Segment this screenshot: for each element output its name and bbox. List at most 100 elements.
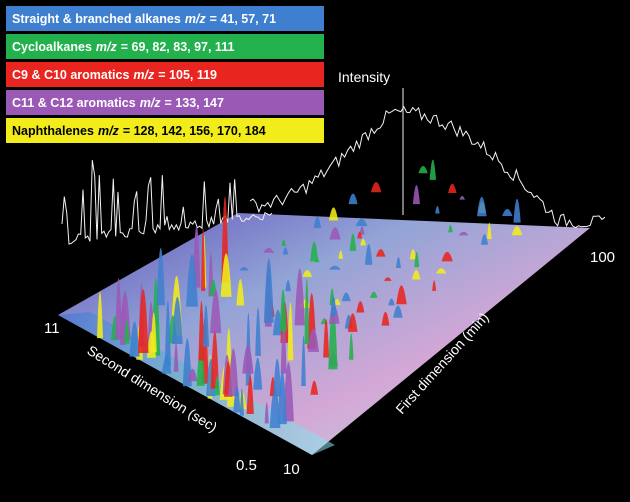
peak-33: [388, 298, 395, 306]
legend-naphthalenes-mz: m/z: [97, 123, 119, 138]
legend-cycloalkanes: Cycloalkanes m/z = 69, 82, 83, 97, 111: [6, 34, 324, 59]
peak-61: [214, 375, 220, 396]
peak-47: [210, 330, 219, 389]
peak-130: [263, 247, 275, 253]
peak-136: [220, 253, 232, 297]
peak-49: [313, 216, 322, 229]
legend-alkanes: Straight & branched alkanes m/z = 41, 57…: [6, 6, 324, 31]
legend-naphthalenes-values: = 128, 142, 156, 170, 184: [122, 123, 266, 138]
peak-118: [502, 208, 513, 216]
peak-68: [383, 277, 392, 281]
peak-115: [137, 289, 149, 354]
peak-74: [97, 291, 103, 339]
peak-95: [210, 289, 222, 334]
legend-naphthalenes: Naphthalenes m/z = 128, 142, 156, 170, 1…: [6, 118, 324, 143]
peak-106: [513, 198, 521, 223]
peak-114: [347, 313, 358, 332]
peak-48: [333, 298, 341, 306]
peak-132: [364, 244, 373, 265]
peak-75: [171, 296, 183, 344]
peak-38: [310, 380, 319, 395]
peak-135: [150, 312, 157, 353]
peak-42: [370, 182, 382, 193]
peak-93: [435, 205, 440, 214]
peak-25: [264, 402, 269, 424]
peak-67: [432, 280, 437, 291]
peak-71: [412, 185, 420, 205]
peak-107: [285, 280, 291, 292]
peak-41: [280, 320, 287, 374]
peak-82: [418, 165, 428, 174]
peak-90: [301, 335, 306, 387]
peak-124: [236, 279, 245, 306]
peak-105: [255, 307, 261, 356]
peak-13: [349, 233, 357, 251]
legend-c9-c10-name: C9 & C10 aromatics: [12, 67, 130, 82]
peak-83: [409, 249, 417, 260]
legend-c11-c12-mz: m/z: [139, 95, 161, 110]
peak-46: [448, 183, 457, 194]
peak-44: [242, 344, 254, 374]
peak-110: [281, 239, 286, 246]
peak-92: [348, 193, 358, 205]
legend-cycloalkanes-name: Cycloalkanes: [12, 39, 92, 54]
peak-127: [124, 320, 130, 344]
peak-97: [164, 300, 171, 368]
peak-121: [376, 249, 386, 257]
peak-133: [115, 278, 123, 340]
peak-22: [381, 311, 390, 326]
peak-52: [323, 319, 330, 358]
peak-69: [129, 321, 140, 357]
peak-24: [338, 250, 344, 259]
legend-alkanes-name: Straight & branched alkanes: [12, 11, 181, 26]
legend-c9-c10-aromatics: C9 & C10 aromatics m/z = 105, 119: [6, 62, 324, 87]
peak-36: [441, 251, 453, 262]
peak-84: [511, 226, 523, 236]
peak-122: [253, 357, 263, 390]
peak-57: [239, 267, 249, 271]
second-dimension-trace: [61, 160, 273, 245]
first-dimension-trace: [249, 105, 606, 229]
peak-85: [412, 269, 421, 280]
legend-c11-c12-values: = 133, 147: [164, 95, 224, 110]
peak-18: [282, 247, 289, 255]
peak-126: [310, 241, 319, 262]
peak-100: [263, 258, 274, 323]
peak-66: [357, 231, 363, 239]
peak-108: [294, 268, 305, 326]
peak-19: [269, 386, 281, 429]
peak-39: [480, 234, 489, 245]
legend-cycloalkanes-mz: m/z: [95, 39, 117, 54]
peak-34: [459, 195, 465, 200]
peak-112: [228, 348, 239, 397]
peak-77: [239, 388, 244, 416]
peak-104: [287, 302, 294, 361]
peak-119: [304, 278, 310, 345]
peak-113: [396, 285, 407, 305]
legend-c11-c12-aromatics: C11 & C12 aromatics m/z = 133, 147: [6, 90, 324, 115]
peak-129: [273, 358, 282, 397]
peak-79: [187, 368, 198, 382]
peak-20: [348, 333, 354, 360]
legend-alkanes-values: = 41, 57, 71: [209, 11, 277, 26]
legend-c9-c10-values: = 105, 119: [158, 67, 218, 82]
x-tick-right: 100: [590, 249, 615, 266]
peak-31: [329, 227, 341, 240]
peak-123: [233, 386, 241, 413]
intensity-label: Intensity: [338, 69, 390, 85]
x-tick-left: 10: [283, 461, 300, 478]
legend-cycloalkanes-values: = 69, 82, 83, 97, 111: [120, 39, 235, 54]
peak-94: [302, 270, 313, 277]
peak-116: [356, 301, 365, 313]
peak-45: [359, 226, 365, 235]
peak-2: [393, 305, 403, 318]
peak-50: [448, 224, 453, 233]
peak-98: [414, 251, 420, 268]
peak-138: [201, 227, 206, 291]
legend-naphthalenes-name: Naphthalenes: [12, 123, 94, 138]
peak-91: [173, 342, 179, 372]
y-tick-bottom: 0.5: [236, 457, 257, 474]
peak-51: [156, 247, 165, 306]
peak-96: [186, 254, 198, 307]
